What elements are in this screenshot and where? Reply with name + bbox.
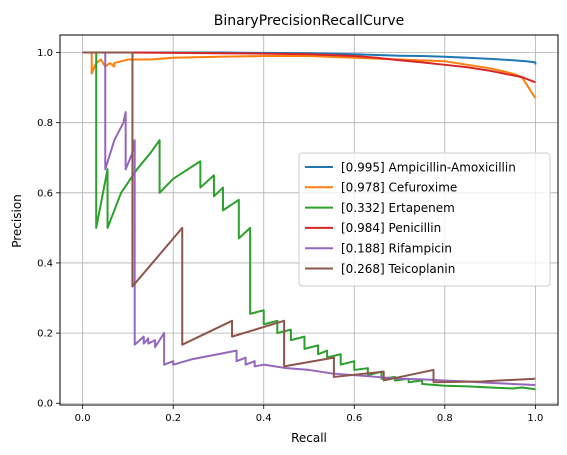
series-line-5 <box>82 51 536 384</box>
legend-entry: [0.995] Ampicillin-Amoxicillin <box>341 160 516 174</box>
x-tick-label: 1.0 <box>527 413 543 424</box>
x-axis-label: Recall <box>291 431 327 445</box>
series-group <box>82 51 537 391</box>
x-tick-label: 0.0 <box>75 413 91 424</box>
series-line-3 <box>82 51 536 84</box>
legend-entry: [0.984] Penicillin <box>341 221 441 235</box>
series-line-4 <box>82 51 536 387</box>
y-tick-label: 0.4 <box>37 258 53 269</box>
chart-title: BinaryPrecisionRecallCurve <box>214 13 405 29</box>
series-line-1 <box>82 51 537 99</box>
y-tick-label: 0.0 <box>37 399 53 410</box>
x-tick-label: 0.6 <box>346 413 362 424</box>
plot-frame <box>59 34 559 406</box>
axis-ticks: 0.0 0.2 0.4 0.6 0.8 1.0 0.0 0.2 0.4 0.6 0.8 1.0 <box>37 48 543 424</box>
x-tick-label: 0.4 <box>256 413 272 424</box>
legend: [0.995] Ampicillin-Amoxicillin [0.978] Ce… <box>298 152 551 287</box>
legend-entry: [0.188] Rifampicin <box>341 242 452 256</box>
y-tick-label: 0.2 <box>37 329 53 340</box>
x-tick-label: 0.8 <box>437 413 453 424</box>
legend-entry: [0.978] Cefuroxime <box>341 181 457 195</box>
x-tick-label: 0.2 <box>165 413 181 424</box>
y-tick-label: 0.8 <box>37 118 53 129</box>
y-tick-label: 1.0 <box>37 48 53 59</box>
legend-entry: [0.268] Teicoplanin <box>341 262 455 276</box>
legend-box <box>298 152 551 287</box>
y-axis-label: Precision <box>10 194 24 248</box>
legend-entry: [0.332] Ertapenem <box>341 201 455 215</box>
y-tick-label: 0.6 <box>37 188 53 199</box>
